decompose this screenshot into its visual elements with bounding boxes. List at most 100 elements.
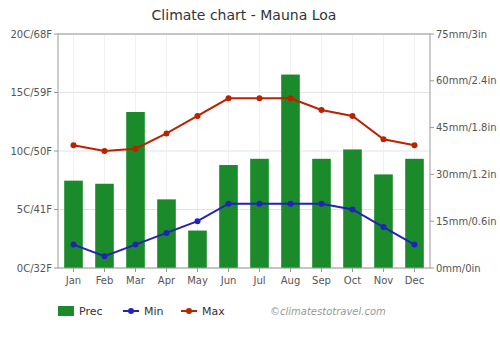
tick <box>54 209 58 210</box>
tick <box>104 268 105 272</box>
marker <box>71 142 77 148</box>
bar <box>95 184 114 268</box>
y-axis: 0C/32F 5C/41F 10C/50F 15C/59F 20C/68F <box>10 29 58 274</box>
legend-item: Min <box>123 305 164 318</box>
legend-swatch <box>58 306 74 316</box>
tick-label: 75mm/3in <box>436 29 487 40</box>
tick-label: Aug <box>281 275 301 286</box>
tick-label: Nov <box>374 275 394 286</box>
annotation: ©climatestotravel.com <box>270 306 386 317</box>
tick <box>414 268 415 272</box>
marker <box>319 107 325 113</box>
tick-label: 5C/41F <box>17 204 52 215</box>
plot-frame <box>58 34 430 268</box>
line <box>74 204 415 257</box>
marker <box>195 113 201 119</box>
tick <box>54 92 58 93</box>
marker <box>319 201 325 207</box>
marker <box>71 242 77 248</box>
tick-label: Dec <box>405 275 424 286</box>
bar <box>281 75 300 268</box>
bar <box>64 181 83 268</box>
tick <box>430 34 434 35</box>
marker <box>257 95 263 101</box>
tick <box>430 268 434 269</box>
plot-area <box>64 75 424 268</box>
marker <box>133 242 139 248</box>
y2-axis: 0mm/0in15mm/0.6in30mm/1.2in45mm/1.8in60m… <box>430 29 497 274</box>
tick <box>73 268 74 272</box>
tick-label: 0C/32F <box>17 263 52 274</box>
title: Climate chart - Mauna Loa <box>152 7 337 23</box>
tick <box>352 268 353 272</box>
bar <box>219 165 238 268</box>
tick <box>228 268 229 272</box>
legend: Prec Min Max <box>58 305 225 318</box>
bar <box>312 159 331 268</box>
marker <box>102 148 108 154</box>
tick-label: 60mm/2.4in <box>436 75 497 86</box>
marker <box>288 201 294 207</box>
chart: Climate chart - Mauna Loa 0C/32F 5C/41F 10C… <box>0 0 500 350</box>
marker <box>257 201 263 207</box>
marker <box>164 230 170 236</box>
tick <box>54 268 58 269</box>
tick <box>430 174 434 175</box>
tick <box>430 221 434 222</box>
tick <box>197 268 198 272</box>
tick <box>54 34 58 35</box>
legend-swatch <box>186 308 192 314</box>
legend-item: Max <box>181 305 225 318</box>
marker <box>412 142 418 148</box>
tick-label: Apr <box>158 275 176 286</box>
tick-label: Feb <box>96 275 114 286</box>
marker <box>288 95 294 101</box>
tick-label: 10C/50F <box>10 146 52 157</box>
marker <box>381 224 387 230</box>
marker <box>226 201 232 207</box>
tick-label: 45mm/1.8in <box>436 122 497 133</box>
bar <box>405 159 424 268</box>
marker <box>133 146 139 152</box>
legend-label: Min <box>144 305 164 318</box>
legend-swatch <box>128 308 134 314</box>
tick-label: Sep <box>312 275 331 286</box>
bar <box>188 231 207 268</box>
tick-label: 0mm/0in <box>436 263 481 274</box>
tick <box>321 268 322 272</box>
legend-label: Prec <box>79 305 103 318</box>
legend-label: Max <box>202 305 225 318</box>
marker <box>350 207 356 213</box>
line <box>74 98 415 151</box>
marker <box>381 136 387 142</box>
tick-label: Oct <box>344 275 361 286</box>
tick-label: Mar <box>126 275 146 286</box>
bar <box>157 199 176 268</box>
marker <box>164 130 170 136</box>
grid-line <box>58 92 430 93</box>
tick <box>166 268 167 272</box>
tick <box>430 80 434 81</box>
tick-label: 20C/68F <box>10 29 52 40</box>
marker <box>226 95 232 101</box>
tick-label: Jan <box>65 275 81 286</box>
tick <box>430 127 434 128</box>
tick-label: May <box>187 275 208 286</box>
bar <box>250 159 269 268</box>
marker <box>350 113 356 119</box>
tick-label: 15mm/0.6in <box>436 216 497 227</box>
tick <box>54 151 58 152</box>
tick <box>259 268 260 272</box>
legend-item: Prec <box>58 305 103 318</box>
tick <box>135 268 136 272</box>
tick-label: 15C/59F <box>10 87 52 98</box>
marker <box>102 253 108 259</box>
tick <box>383 268 384 272</box>
bar <box>126 112 145 268</box>
tick-label: Jul <box>252 275 265 286</box>
tick <box>290 268 291 272</box>
marker <box>195 218 201 224</box>
tick-label: Jun <box>220 275 237 286</box>
bar <box>374 174 393 268</box>
x-axis: Jan Feb Mar Apr May Jun Jul Aug Sep Oct Nov Dec <box>65 268 424 286</box>
